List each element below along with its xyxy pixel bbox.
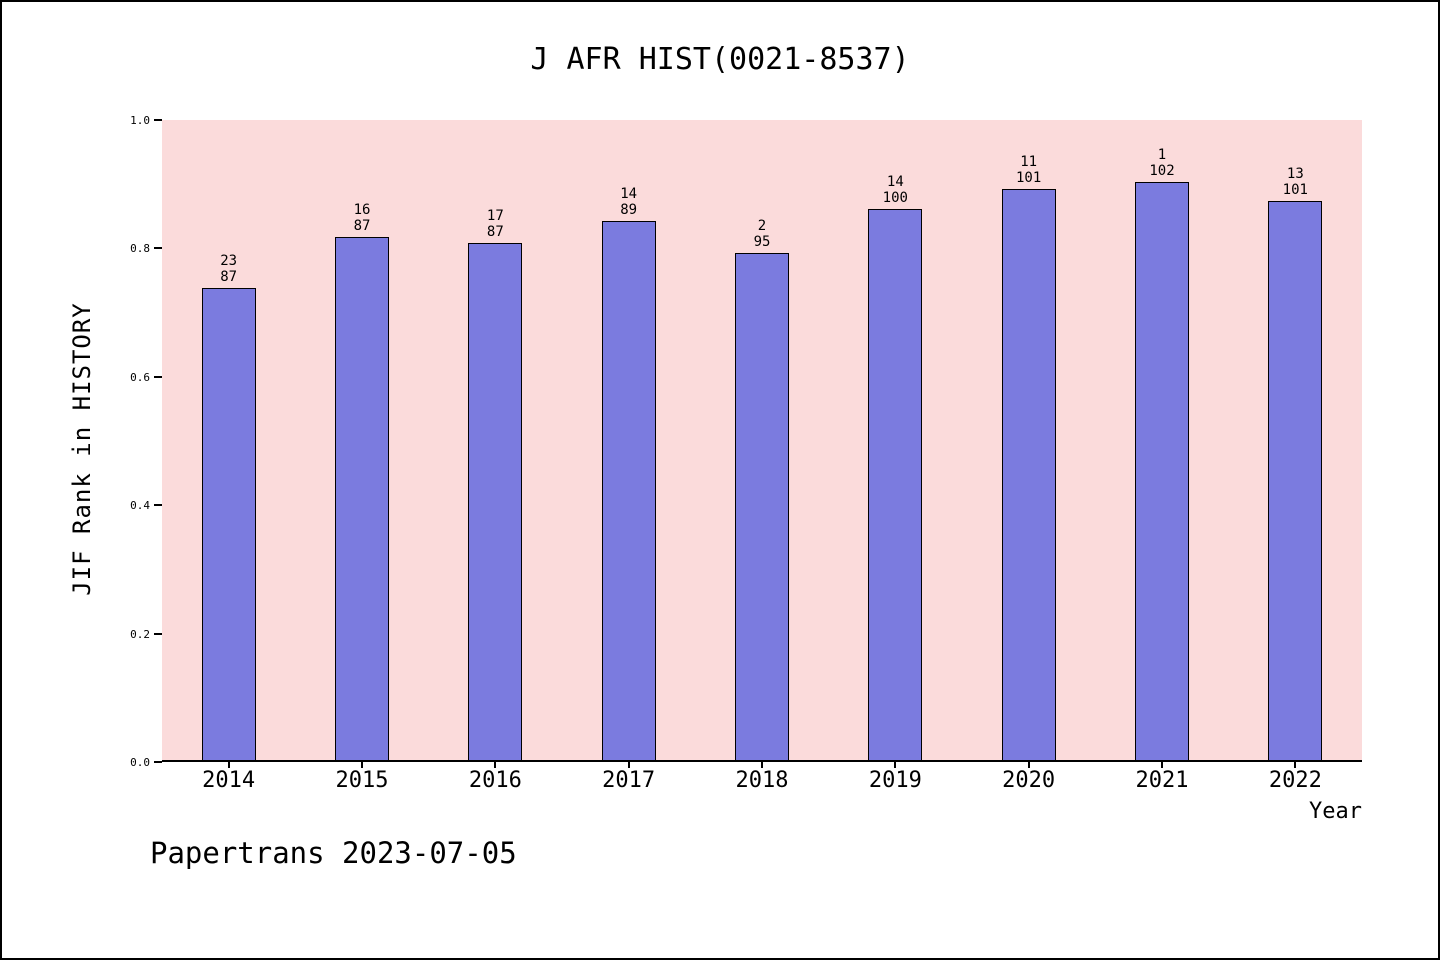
bar-rank-value: 14: [620, 186, 638, 202]
y-tick-label-0.6: 0.6: [130, 371, 150, 384]
bar-value-label-2020: 11 101: [989, 154, 1069, 186]
bar-total-value: 87: [486, 224, 504, 240]
x-tick-mark-2020: [1027, 762, 1030, 768]
bar-value-label-2017: 14 89: [589, 186, 669, 218]
y-tick-label-0.4: 0.4: [130, 499, 150, 512]
y-tick-label-0.0: 0.0: [130, 756, 150, 769]
x-tick-label-2017: 2017: [602, 768, 656, 793]
x-axis-label: Year: [1309, 799, 1362, 824]
bar-2021: [1135, 182, 1189, 760]
x-tick-mark-2021: [1161, 762, 1163, 768]
x-tick-mark-2016: [494, 762, 497, 768]
x-tick-label-2018: 2018: [735, 768, 789, 793]
bar-2022: [1268, 201, 1323, 760]
y-tick-mark-1.0: [154, 119, 162, 121]
y-tick-label-1.0: 1.0: [130, 114, 150, 127]
bar-rank-value: 13: [1286, 166, 1304, 182]
bar-2017: [601, 221, 656, 760]
bar-2019: [868, 209, 923, 760]
bar-value-label-2016: 17 87: [455, 208, 535, 240]
x-tick-label-2019: 2019: [868, 768, 922, 793]
bar-rank-value: 11: [1020, 154, 1038, 170]
bar-rank-value: 2: [757, 218, 767, 234]
bar-value-label-2018: 2 95: [722, 218, 802, 250]
watermark-text: Papertrans 2023-07-05: [150, 836, 517, 870]
x-tick-mark-2014: [227, 762, 230, 768]
bar-2020: [1001, 189, 1056, 760]
bar-rank-value: 23: [220, 253, 238, 269]
y-tick-mark-0.0: [154, 761, 162, 763]
bar-total-value: 89: [620, 202, 638, 218]
x-tick-label-2020: 2020: [1002, 768, 1056, 793]
bar-value-label-2019: 14 100: [855, 174, 935, 206]
chart-title: J AFR HIST(0021-8537): [530, 42, 910, 77]
plot-area: 23 87 16 87 17 87 14 89 2 95 14 100 11 101 1 102 13 101: [162, 120, 1362, 762]
bar-rank-value: 1: [1157, 147, 1167, 163]
y-axis-label: JIF Rank in HISTORY: [68, 302, 96, 596]
bar-total-value: 87: [353, 218, 371, 234]
bar-2016: [468, 243, 523, 760]
bar-2015: [335, 237, 389, 760]
bar-total-value: 102: [1149, 163, 1175, 179]
bar-rank-value: 16: [353, 202, 371, 218]
bar-total-value: 87: [220, 269, 238, 285]
bar-value-label-2021: 1 102: [1122, 147, 1202, 179]
x-tick-mark-2022: [1294, 762, 1297, 768]
x-tick-label-2016: 2016: [468, 768, 522, 793]
y-tick-mark-0.4: [154, 504, 162, 506]
bar-rank-value: 14: [886, 174, 904, 190]
y-tick-mark-0.2: [154, 633, 162, 635]
bar-value-label-2014: 23 87: [189, 253, 269, 285]
x-tick-mark-2018: [761, 762, 763, 768]
y-tick-mark-0.6: [154, 376, 162, 378]
bar-value-label-2022: 13 101: [1255, 166, 1335, 198]
bar-total-value: 101: [1282, 182, 1308, 198]
x-tick-mark-2015: [361, 762, 363, 768]
bar-value-label-2015: 16 87: [322, 202, 402, 234]
x-tick-label-2021: 2021: [1135, 768, 1189, 793]
bar-total-value: 100: [882, 190, 908, 206]
y-tick-mark-0.8: [154, 247, 162, 249]
x-tick-label-2015: 2015: [335, 768, 389, 793]
x-tick-label-2022: 2022: [1268, 768, 1322, 793]
bar-2018: [735, 253, 789, 760]
bar-total-value: 101: [1016, 170, 1042, 186]
bar-rank-value: 17: [486, 208, 504, 224]
x-tick-mark-2019: [894, 762, 897, 768]
y-tick-label-0.8: 0.8: [130, 242, 150, 255]
x-tick-mark-2017: [627, 762, 630, 768]
bar-2014: [201, 288, 256, 760]
x-tick-label-2014: 2014: [202, 768, 256, 793]
bar-total-value: 95: [753, 234, 771, 250]
y-tick-label-0.2: 0.2: [130, 628, 150, 641]
